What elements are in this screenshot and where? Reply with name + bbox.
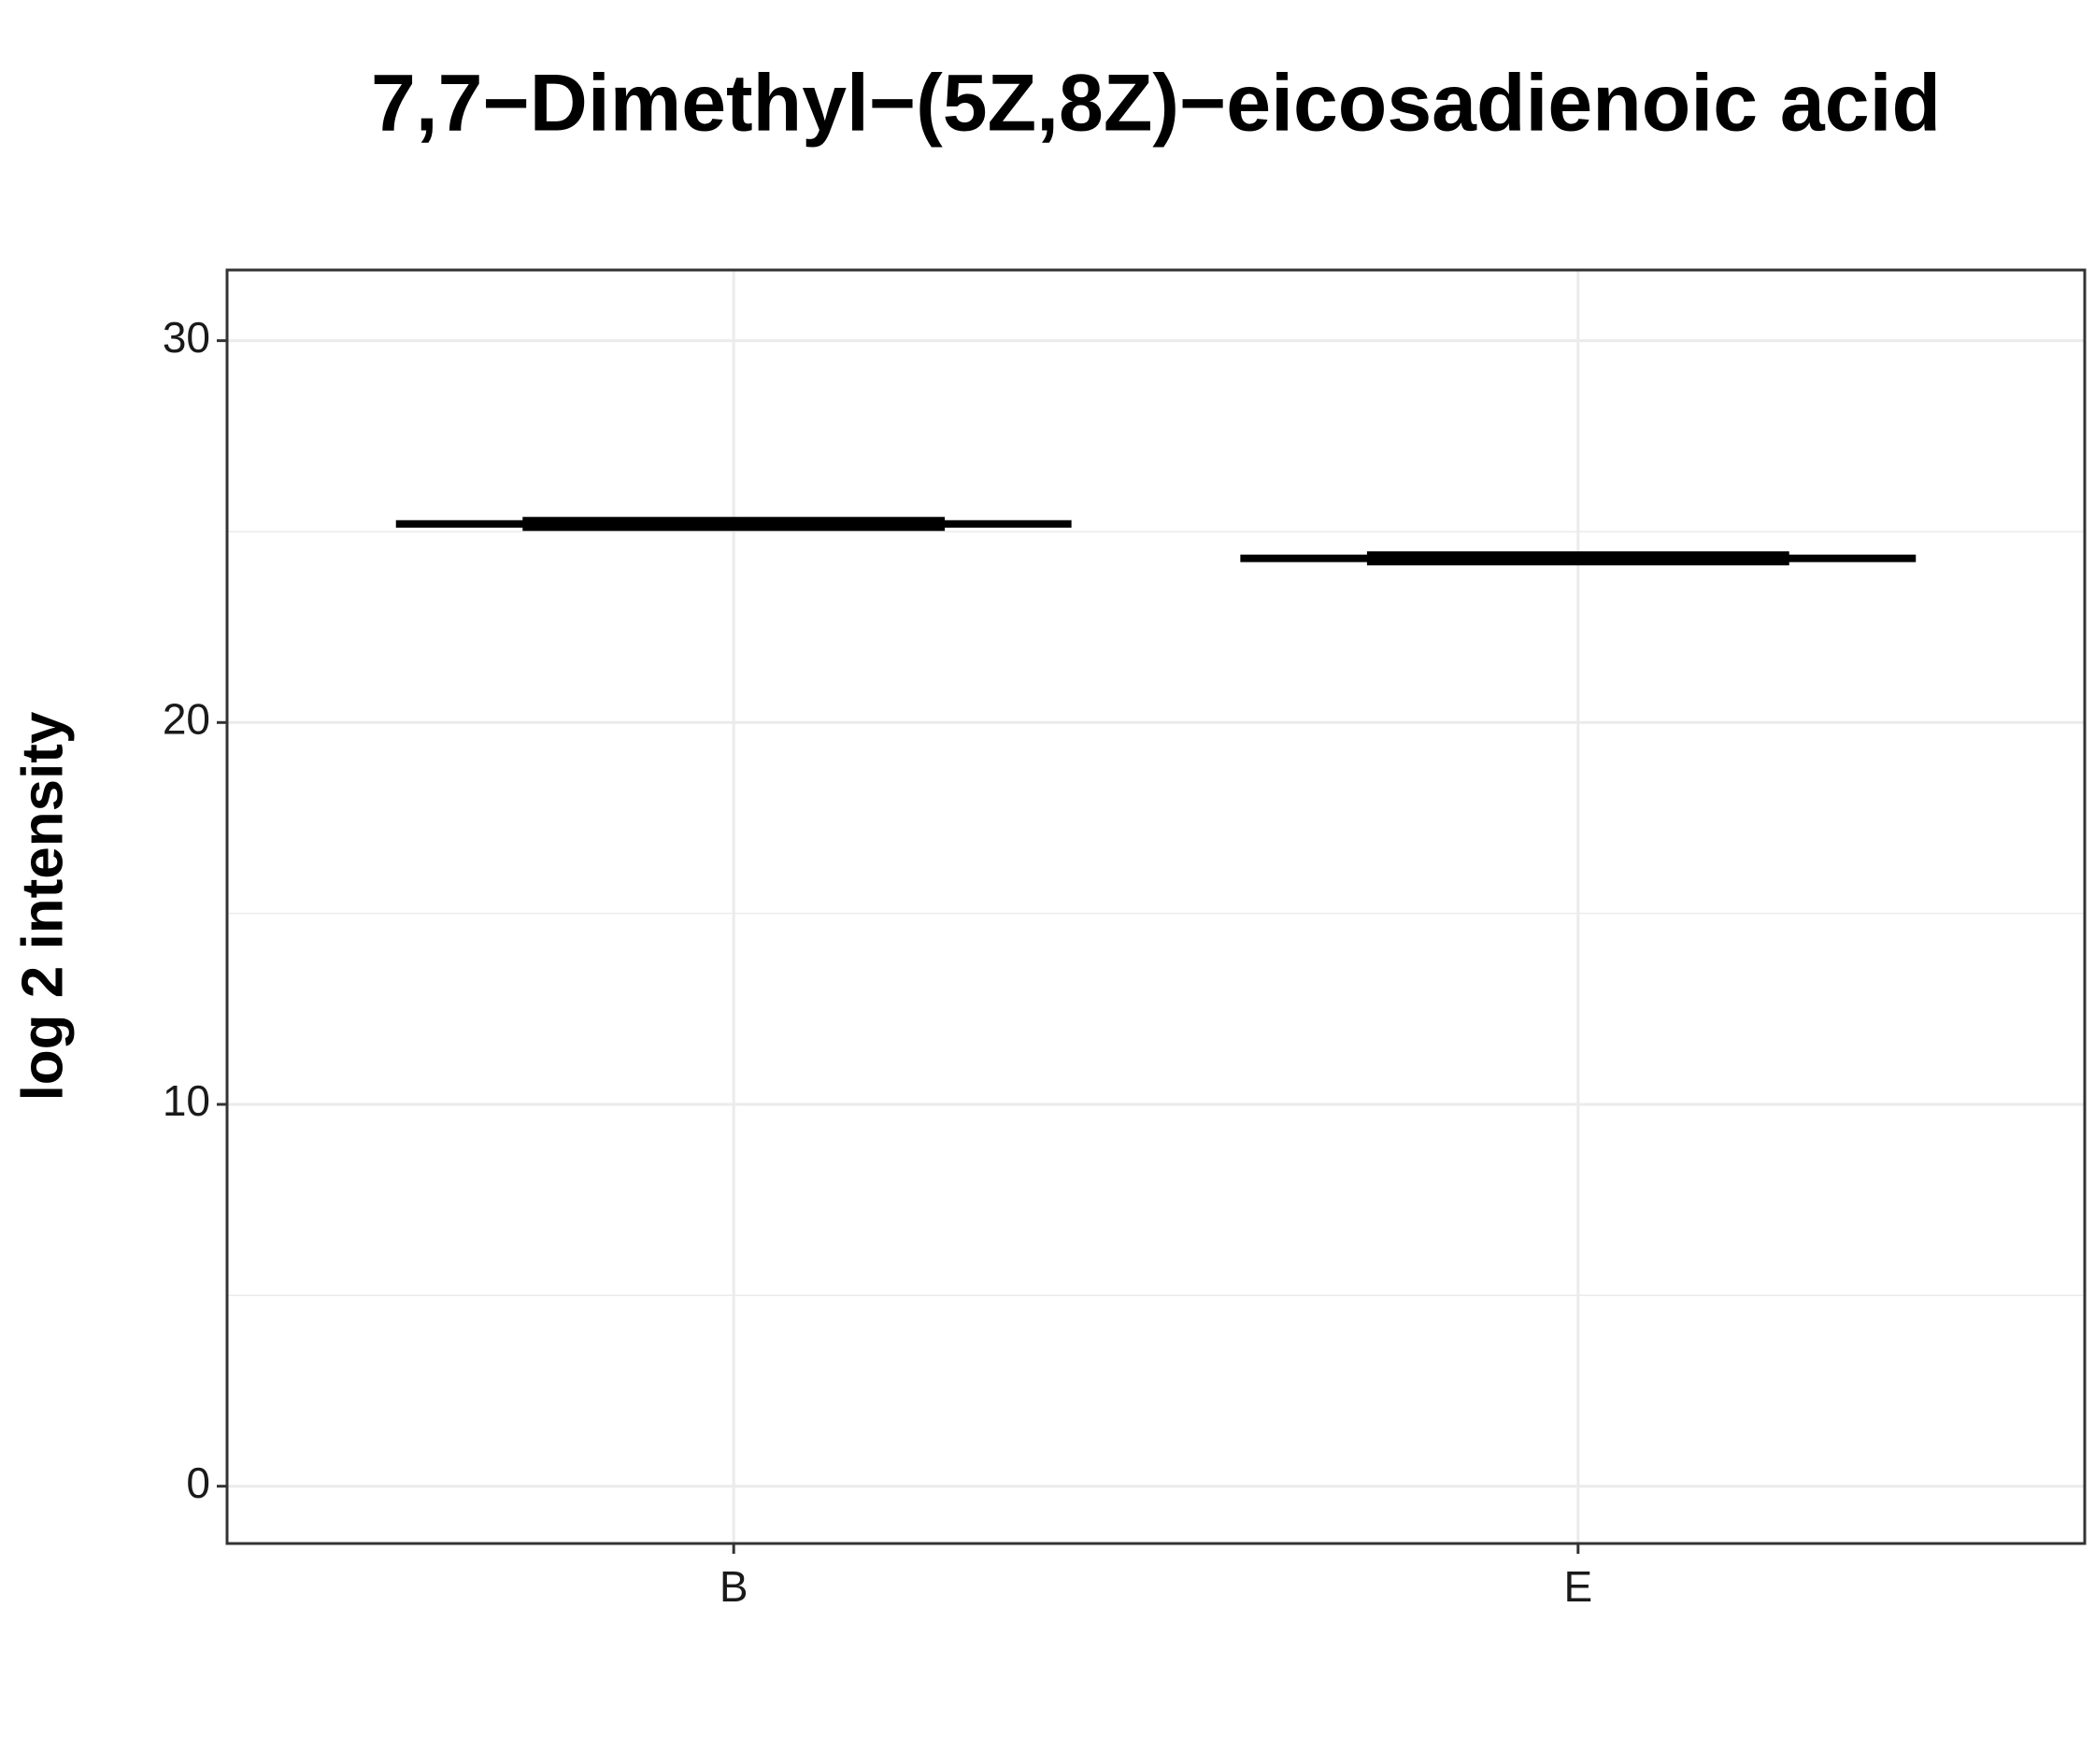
x-tick-label: E xyxy=(1563,1562,1592,1611)
y-tick-label: 10 xyxy=(163,1076,210,1125)
y-tick-label: 30 xyxy=(163,313,210,362)
y-axis-title: log 2 intensity xyxy=(10,711,75,1101)
x-tick-label: B xyxy=(720,1562,748,1611)
y-tick-label: 20 xyxy=(163,694,210,743)
chart-title: 7,7−Dimethyl−(5Z,8Z)−eicosadienoic acid xyxy=(371,59,1941,149)
y-tick-label: 0 xyxy=(186,1458,210,1507)
plot-border xyxy=(225,268,2087,1545)
